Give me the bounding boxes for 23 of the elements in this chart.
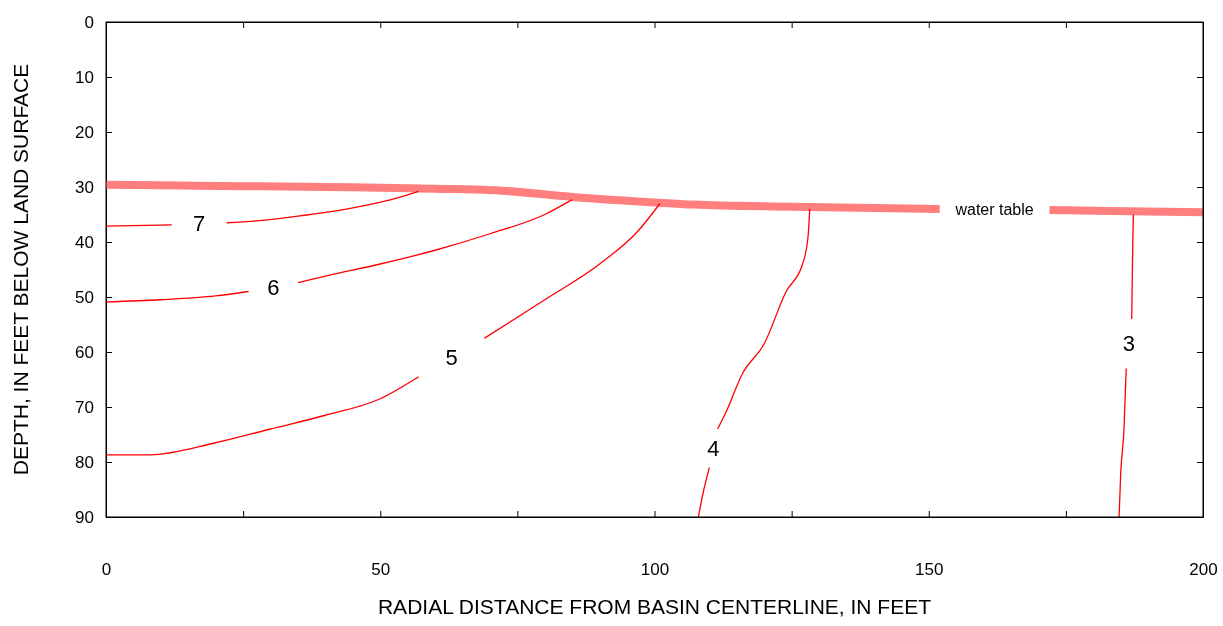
y-tick-label: 90 (75, 507, 94, 527)
series-label: 4 (707, 435, 720, 461)
x-tick-label: 100 (640, 560, 670, 580)
series-label: 5 (445, 345, 458, 370)
x-axis-title: RADIAL DISTANCE FROM BASIN CENTERLINE, IN FEET (377, 595, 932, 618)
series-label: 7 (193, 211, 206, 237)
series-label: water table (954, 201, 1034, 219)
y-tick-label: 40 (75, 232, 94, 252)
x-tick-label: 50 (371, 560, 391, 580)
y-tick-label: 60 (75, 342, 94, 362)
y-tick-label: 80 (75, 452, 94, 472)
x-tick-label: 200 (1189, 560, 1218, 580)
x-tick-label: 150 (915, 560, 944, 580)
y-tick-label: 10 (75, 67, 94, 87)
y-tick-label: 20 (75, 122, 94, 142)
y-tick-label: 70 (75, 397, 94, 417)
y-tick-label: 50 (75, 287, 94, 307)
series-label: 6 (267, 274, 280, 300)
y-axis-title: DEPTH, IN FEET BELOW LAND SURFACE (9, 63, 32, 476)
y-tick-label: 30 (75, 177, 94, 197)
x-tick-label: 0 (101, 560, 112, 580)
y-tick-label: 0 (84, 12, 94, 32)
series-label: 3 (1122, 331, 1136, 357)
